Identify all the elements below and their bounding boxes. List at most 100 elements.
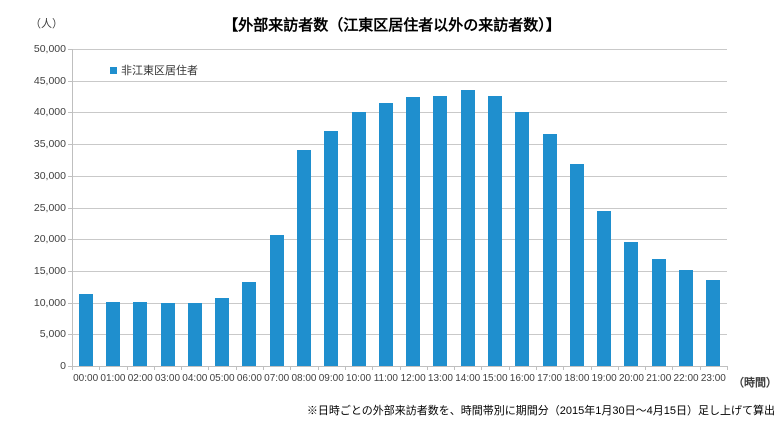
x-axis-label: 02:00 [127,373,153,384]
x-axis-label: 03:00 [155,373,181,384]
gridline [72,302,727,304]
y-axis-tick [68,80,72,82]
y-axis-tick [68,239,72,241]
y-axis-tick [68,334,72,336]
y-axis-label: 0 [60,360,66,372]
legend: 非江東区居住者 [110,62,198,78]
x-axis-label: 05:00 [209,373,235,384]
chart-title: 【外部来訪者数（江東区居住者以外の来訪者数）】 [223,17,561,34]
x-axis-label: 18:00 [564,373,590,384]
x-axis-tick [563,366,565,370]
x-axis-tick [645,366,647,370]
bar [215,298,230,366]
x-axis-tick [290,366,292,370]
x-axis-label: 08:00 [291,373,317,384]
x-axis-tick [344,366,346,370]
gridline [72,239,727,241]
bar [160,302,175,366]
bar [269,234,284,366]
x-axis-label: 11:00 [373,373,398,384]
bar [597,211,612,366]
x-axis-tick [672,366,674,370]
legend-label: 非江東区居住者 [121,65,198,77]
x-axis-tick [699,366,701,370]
x-axis-tick [508,366,510,370]
bar [515,111,530,366]
x-axis-label: 01:00 [100,373,126,384]
bar [187,302,202,366]
x-axis-label: 16:00 [509,373,535,384]
bar [679,270,694,366]
gridline [72,112,727,114]
y-axis-tick [68,49,72,50]
y-axis-label: 10,000 [33,296,66,309]
x-axis-label: 17:00 [537,373,563,384]
bar [624,241,639,366]
x-axis-label: 04:00 [182,373,208,384]
x-axis-tick [208,366,210,370]
x-axis-tick [426,366,428,370]
gridline [72,270,727,272]
y-axis-label: 35,000 [33,138,66,151]
x-axis-unit-label: （時間） [733,377,777,389]
bar [651,258,666,366]
y-axis-tick [68,366,72,367]
x-axis-label: 07:00 [264,373,290,384]
x-axis-label: 23:00 [700,373,726,384]
bar [105,301,120,366]
bar [460,90,475,366]
y-axis-label: 50,000 [33,43,66,55]
y-axis-tick [68,302,72,304]
gridline [72,80,727,82]
x-axis-tick [454,366,456,370]
y-axis-label: 40,000 [33,106,66,119]
y-axis-label: 20,000 [33,233,66,246]
x-axis-label: 06:00 [236,373,262,384]
bar [706,279,721,366]
bar [433,95,448,366]
bar [351,112,366,366]
bar [406,96,421,366]
y-axis-tick [68,175,72,177]
x-axis-label: 22:00 [673,373,699,384]
x-axis-tick [481,366,483,370]
y-axis-line [72,49,73,366]
y-axis-label: 15,000 [33,264,66,277]
x-axis-tick [617,366,619,370]
bar [296,150,311,366]
x-axis-tick [235,366,237,370]
y-axis-label: 25,000 [33,201,66,214]
x-axis-label: 00:00 [73,373,99,384]
x-axis-tick [590,366,592,370]
x-axis-label: 15:00 [482,373,508,384]
x-axis-tick [399,366,401,370]
bar [542,133,557,366]
x-axis-label: 10:00 [346,373,372,384]
x-axis-label: 09:00 [318,373,344,384]
x-axis-tick [126,366,128,370]
y-axis-label: 5,000 [39,328,66,341]
bar [324,131,339,366]
y-axis-tick [68,144,72,146]
y-axis-label: 30,000 [33,169,66,182]
bar [488,95,503,366]
bar [378,102,393,366]
x-axis-label: 19:00 [591,373,617,384]
bar [569,163,584,366]
y-axis-label: 45,000 [33,74,66,87]
x-axis-label: 21:00 [646,373,672,384]
gridline [72,49,727,50]
x-axis-tick [153,366,155,370]
x-axis-tick [263,366,265,370]
gridline [72,334,727,336]
x-axis-tick [99,366,101,370]
bar [78,293,93,366]
x-axis-label: 13:00 [427,373,453,384]
x-axis-tick [372,366,374,370]
y-axis-tick [68,207,72,209]
x-axis-label: 14:00 [455,373,481,384]
y-axis-tick [68,112,72,114]
bar [133,301,148,366]
